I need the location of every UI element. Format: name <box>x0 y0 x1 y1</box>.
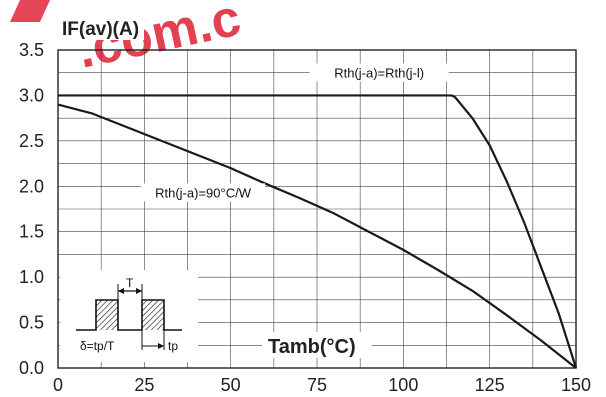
xlabel-bg <box>262 332 372 358</box>
x-tick-label: 100 <box>388 375 418 395</box>
x-tick-label: 25 <box>134 375 154 395</box>
x-tick-label: 75 <box>307 375 327 395</box>
series-layer <box>57 94 578 369</box>
tp-arrow-head <box>158 343 164 349</box>
annotation-label-2: Rth(j-a)=90°C/W <box>155 185 252 200</box>
y-axis-label: IF(av)(A) <box>62 19 139 40</box>
y-tick-label: 1.5 <box>19 222 44 242</box>
pulse-hatch-1 <box>96 300 118 330</box>
period-arrow-head-left <box>118 288 124 294</box>
series-line-2 <box>57 103 577 369</box>
period-arrow-head-right <box>136 288 142 294</box>
watermark-stroke <box>10 0 50 22</box>
ylabel-bg <box>60 18 144 40</box>
annotations: Rth(j-a)=Rth(j-l) Rth(j-a)=90°C/W <box>141 63 449 202</box>
annotation-bg <box>141 183 266 202</box>
y-tick-label: 2.0 <box>19 176 44 196</box>
y-tick-label: 3.0 <box>19 85 44 105</box>
y-tick-labels: 0.0 0.5 1.0 1.5 2.0 2.5 3.0 3.5 <box>19 40 44 378</box>
y-tick-label: 2.5 <box>19 131 44 151</box>
y-tick-label: 0.0 <box>19 358 44 378</box>
x-axis-label: Tamb(°C) <box>268 336 356 358</box>
duty-formula: δ=tp/T <box>80 339 115 353</box>
x-tick-label: 125 <box>475 375 505 395</box>
x-tick-label: 150 <box>561 375 591 395</box>
annotation-bg <box>309 63 449 82</box>
pulse-inset: T δ=tp/T tp <box>60 270 198 362</box>
pulse-hatch-2 <box>142 300 164 330</box>
x-tick-labels: 0 25 50 75 100 125 150 <box>53 375 591 395</box>
series-line-1 <box>58 94 578 369</box>
y-tick-label: 1.0 <box>19 267 44 287</box>
inset-bg <box>60 270 198 362</box>
y-tick-label: 3.5 <box>19 40 44 60</box>
tp-label: tp <box>168 339 178 353</box>
period-label: T <box>126 276 134 290</box>
x-tick-label: 0 <box>53 375 63 395</box>
x-tick-label: 50 <box>221 375 241 395</box>
plot-frame <box>57 49 577 369</box>
y-tick-label: 0.5 <box>19 313 44 333</box>
annotation-label-1: Rth(j-a)=Rth(j-l) <box>334 65 424 80</box>
